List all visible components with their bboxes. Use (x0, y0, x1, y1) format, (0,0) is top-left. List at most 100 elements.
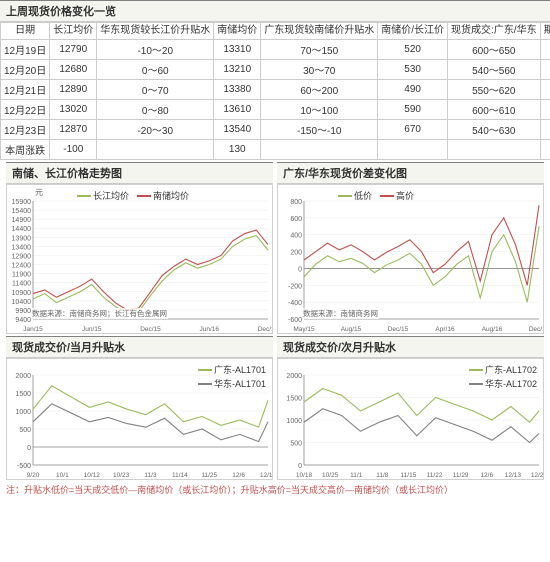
col-header: 期货当月价 (540, 23, 550, 40)
svg-text:12900: 12900 (12, 253, 32, 260)
legend-item: 华东-AL1702 (469, 377, 537, 390)
svg-text:9/20: 9/20 (27, 472, 40, 479)
legend-item: 南储均价 (137, 189, 189, 202)
table-cell: 12680 (50, 60, 97, 80)
table-cell: 600～650 (448, 40, 541, 60)
svg-text:10/12: 10/12 (84, 472, 101, 479)
svg-text:Dec/15: Dec/15 (140, 326, 161, 333)
table-cell: 12625 (540, 60, 550, 80)
svg-text:1000: 1000 (286, 418, 302, 425)
col-header: 日期 (1, 23, 50, 40)
svg-text:Aug/15: Aug/15 (341, 326, 362, 333)
table-cell: 12月21日 (1, 80, 50, 100)
legend-item: 广东-AL1701 (198, 363, 266, 376)
table-cell: 60～200 (261, 80, 378, 100)
table-cell (378, 140, 448, 160)
table-cell: 13610 (214, 100, 261, 120)
svg-text:Jun/15: Jun/15 (82, 326, 102, 333)
svg-text:12/20: 12/20 (531, 472, 543, 479)
svg-text:9400: 9400 (15, 317, 31, 324)
svg-text:500: 500 (19, 427, 31, 434)
legend-item: 高价 (380, 189, 414, 202)
table-cell: 30～70 (261, 60, 378, 80)
table-cell: 0～70 (97, 80, 214, 100)
table-cell: -20～30 (97, 120, 214, 140)
svg-text:2000: 2000 (15, 373, 31, 380)
table-cell: -100 (50, 140, 97, 160)
table-cell: -10～20 (97, 40, 214, 60)
svg-text:10/25: 10/25 (322, 472, 339, 479)
legend-item: 华东-AL1701 (198, 377, 266, 390)
legend-item: 长江均价 (77, 189, 129, 202)
svg-text:1000: 1000 (15, 409, 31, 416)
table-row: 12月20日126800～601321030～70530540～56012625 (1, 60, 550, 80)
svg-text:May/15: May/15 (293, 326, 315, 333)
table-cell: 13380 (214, 80, 261, 100)
table-cell: -150～-10 (261, 120, 378, 140)
chart-legend: 低价高价 (338, 189, 414, 202)
table-row: 本周涨跌-100130-155 (1, 140, 550, 160)
table-cell: 550～620 (448, 80, 541, 100)
table-cell: 490 (378, 80, 448, 100)
svg-text:-400: -400 (288, 300, 302, 307)
table-cell: 12790 (540, 120, 550, 140)
svg-text:10/23: 10/23 (113, 472, 130, 479)
svg-text:0: 0 (298, 266, 302, 273)
col-header: 长江均价 (50, 23, 97, 40)
svg-text:800: 800 (290, 199, 302, 206)
chart-source-note: 数据来源：南储商务网 (302, 308, 379, 319)
chart4: 050010001500200010/1810/2511/111/811/151… (277, 358, 544, 480)
svg-text:10/18: 10/18 (296, 472, 313, 479)
svg-text:1500: 1500 (286, 396, 302, 403)
table-cell: 本周涨跌 (1, 140, 50, 160)
table-cell: 12890 (50, 80, 97, 100)
table-cell (261, 140, 378, 160)
svg-text:1500: 1500 (15, 391, 31, 398)
svg-text:-500: -500 (17, 463, 31, 470)
table-cell: 12月20日 (1, 60, 50, 80)
svg-text:12400: 12400 (12, 263, 32, 270)
table-cell: 13310 (214, 40, 261, 60)
table-cell: 12月23日 (1, 120, 50, 140)
svg-text:11/15: 11/15 (401, 472, 417, 479)
svg-text:500: 500 (290, 441, 302, 448)
svg-text:12/6: 12/6 (232, 472, 245, 479)
col-header: 现货成交:广东/华东 (448, 23, 541, 40)
svg-text:11900: 11900 (12, 272, 31, 279)
table-cell: 12870 (50, 120, 97, 140)
price-table: 日期长江均价华东现货较长江价升贴水南储均价广东现货较南储价升贴水南储价/长江价现… (0, 22, 550, 160)
svg-text:400: 400 (290, 233, 302, 240)
chart-legend: 长江均价南储均价 (77, 189, 189, 202)
table-cell: 0～60 (97, 60, 214, 80)
table-cell: 10～100 (261, 100, 378, 120)
svg-text:12/13: 12/13 (505, 472, 522, 479)
svg-text:11/1: 11/1 (350, 472, 363, 479)
table-cell: 130 (214, 140, 261, 160)
table-cell: 600～610 (448, 100, 541, 120)
table-cell: 530 (378, 60, 448, 80)
table-cell (448, 140, 541, 160)
table-cell: 13540 (214, 120, 261, 140)
table-cell: 12790 (50, 40, 97, 60)
chart2-title: 广东/华东现货价差变化图 (277, 162, 544, 184)
svg-text:11/8: 11/8 (376, 472, 389, 479)
svg-text:11/3: 11/3 (144, 472, 157, 479)
col-header: 南储均价 (214, 23, 261, 40)
table-cell: 520 (378, 40, 448, 60)
svg-text:13900: 13900 (12, 235, 32, 242)
table-section-title: 上周现货价格变化一览 (0, 0, 550, 22)
svg-text:-600: -600 (288, 317, 302, 324)
table-cell: 0～80 (97, 100, 214, 120)
table-cell: 12790 (540, 80, 550, 100)
svg-text:9900: 9900 (15, 308, 31, 315)
svg-text:11/14: 11/14 (172, 472, 188, 479)
table-row: 12月21日128900～701338060～200490550～6201279… (1, 80, 550, 100)
chart1-title: 南储、长江价格走势图 (6, 162, 273, 184)
chart1: 9400990010400109001140011900124001290013… (6, 184, 273, 334)
table-cell: 12875 (540, 100, 550, 120)
svg-text:0: 0 (298, 463, 302, 470)
svg-text:12/17: 12/17 (260, 472, 272, 479)
table-cell: 13210 (214, 60, 261, 80)
svg-text:Dec/16: Dec/16 (529, 326, 543, 333)
table-cell: 12710 (540, 40, 550, 60)
